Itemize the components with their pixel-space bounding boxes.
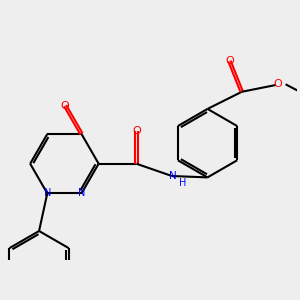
Text: O: O xyxy=(225,56,234,66)
Text: N: N xyxy=(169,171,177,181)
Text: O: O xyxy=(132,126,141,136)
Text: O: O xyxy=(273,79,282,88)
Text: N: N xyxy=(78,188,85,198)
Text: N: N xyxy=(44,188,51,198)
Text: H: H xyxy=(179,178,187,188)
Text: O: O xyxy=(61,100,70,111)
